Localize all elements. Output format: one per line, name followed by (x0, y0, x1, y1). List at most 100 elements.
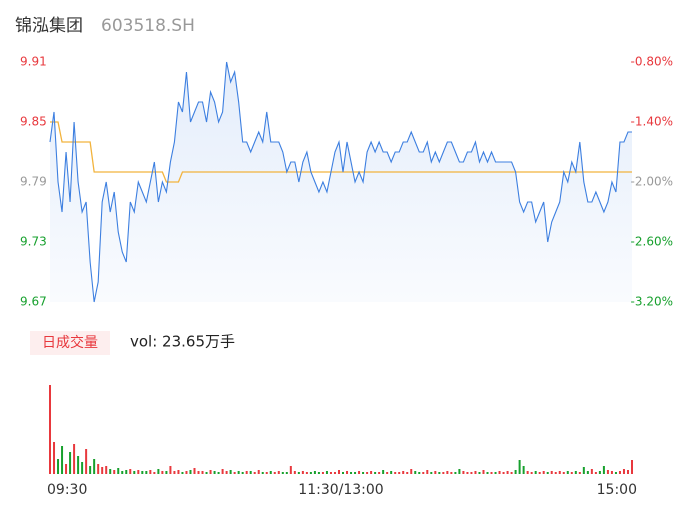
volume-bar (370, 471, 373, 474)
average-line (50, 121, 632, 183)
volume-bar (610, 471, 613, 474)
volume-bar (169, 466, 172, 474)
volume-bar (566, 471, 569, 474)
volume-bar (626, 470, 629, 474)
volume-bar (153, 472, 156, 474)
volume-bar (466, 472, 469, 474)
volume-bar (382, 470, 385, 474)
volume-bar (57, 459, 60, 474)
volume-bar (289, 466, 292, 474)
volume-bar (546, 472, 549, 474)
volume-bar (366, 472, 369, 474)
volume-bar (281, 472, 284, 474)
volume-bar (53, 442, 56, 474)
volume-bar (618, 471, 621, 474)
volume-bar (77, 456, 80, 474)
volume-bar (329, 472, 332, 474)
volume-bar (65, 464, 68, 474)
volume-bar (81, 462, 84, 474)
volume-bar (85, 449, 88, 474)
volume-bar (482, 470, 485, 474)
volume-bar (321, 472, 324, 474)
volume-bar (165, 471, 168, 474)
volume-bar (253, 472, 256, 474)
volume-bar (261, 472, 264, 474)
volume-bar (121, 471, 124, 474)
volume-bar (450, 472, 453, 474)
volume-bar (474, 471, 477, 474)
volume-bar (113, 470, 116, 474)
volume-bar (362, 472, 365, 474)
volume-bar (398, 472, 401, 474)
volume-bar (177, 470, 180, 474)
volume-bar (233, 472, 236, 474)
volume-bar (514, 470, 517, 474)
volume-bar (161, 471, 164, 474)
volume-bar (305, 472, 308, 474)
volume-bar (333, 472, 336, 474)
volume-bar (406, 472, 409, 474)
volume-bar (89, 466, 92, 474)
volume-bar (185, 471, 188, 474)
x-tick-label: 09:30 (47, 482, 87, 498)
volume-bar (478, 472, 481, 474)
volume-bar (213, 471, 216, 474)
y-tick-label: 9.67 (20, 295, 47, 309)
volume-bar (410, 469, 413, 474)
volume-bar (137, 470, 140, 474)
volume-bar (61, 446, 64, 474)
volume-bar (237, 471, 240, 474)
volume-bar (550, 471, 553, 474)
volume-bar (622, 469, 625, 474)
volume-bar (285, 472, 288, 474)
volume-bar (518, 460, 521, 474)
volume-bar (149, 470, 152, 474)
volume-bar (558, 471, 561, 474)
y2-tick-label: -2.60% (631, 235, 673, 249)
volume-bar (462, 471, 465, 474)
volume-bar (209, 470, 212, 474)
volume-bar (157, 469, 160, 474)
volume-bar (442, 472, 445, 474)
volume-bar (221, 469, 224, 474)
y2-tick-label: -0.80% (631, 55, 673, 69)
volume-bar (346, 471, 349, 474)
volume-bar (101, 467, 104, 474)
volume-bar (297, 472, 300, 474)
volume-bar (125, 470, 128, 474)
volume-bar (181, 472, 184, 474)
volume-bar (201, 471, 204, 474)
volume-bar (117, 468, 120, 474)
volume-bar (414, 471, 417, 474)
volume-bar (530, 472, 533, 474)
volume-bar (454, 472, 457, 474)
volume-bar (133, 471, 136, 474)
volume-bar (502, 472, 505, 474)
stock-name: 锦泓集团 (15, 16, 83, 36)
volume-bar (273, 472, 276, 474)
volume-badge (30, 331, 110, 355)
volume-bar (390, 471, 393, 474)
volume-bar (506, 471, 509, 474)
y-tick-label: 9.85 (20, 115, 47, 129)
volume-bar (458, 469, 461, 474)
volume-bar (402, 471, 405, 474)
volume-bar (554, 472, 557, 474)
y2-tick-label: -2.00% (631, 175, 673, 189)
volume-bar (598, 471, 601, 474)
volume-bar (486, 472, 489, 474)
volume-bar (446, 471, 449, 474)
volume-bar (602, 466, 605, 474)
volume-bar (426, 470, 429, 474)
volume-bar (606, 470, 609, 474)
volume-bar (562, 472, 565, 474)
volume-bar (394, 472, 397, 474)
volume-bar (317, 472, 320, 474)
volume-bar (430, 472, 433, 474)
volume-bar (438, 472, 441, 474)
stock-code: 603518.SH (101, 16, 195, 36)
volume-bar (105, 466, 108, 474)
volume-bar (614, 472, 617, 474)
volume-bar (538, 472, 541, 474)
